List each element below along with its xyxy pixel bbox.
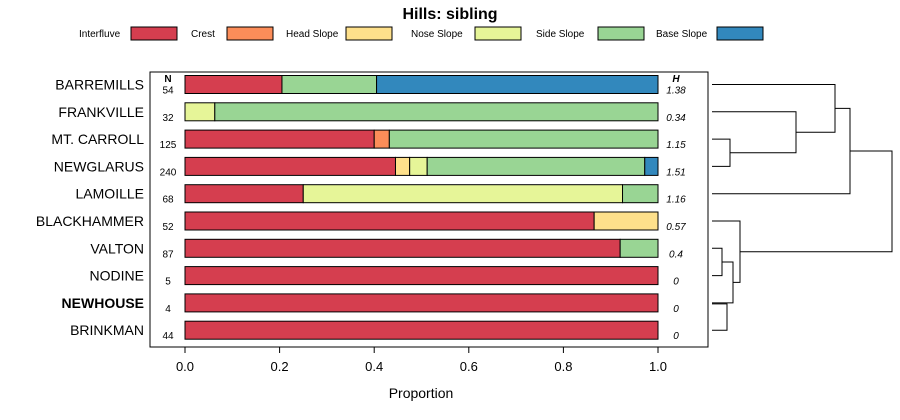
n-value: 54 — [162, 86, 174, 97]
row-label: NEWGLARUS — [54, 158, 144, 174]
bar-segment — [426, 156, 646, 176]
legend-swatch — [226, 26, 274, 41]
x-tick-label: 0.8 — [554, 359, 572, 374]
bar-row: NODINE 5 0 — [90, 266, 679, 288]
bar-segment — [409, 156, 428, 176]
dendrogram-link — [712, 84, 836, 133]
bar-row: BLACKHAMMER 52 0.57 — [36, 211, 686, 233]
dendrogram-link — [712, 111, 797, 154]
plot-frame — [149, 71, 709, 348]
bar-row: NEWHOUSE 4 0 — [62, 293, 679, 315]
legend-label: Base Slope — [656, 29, 708, 40]
bar-segment — [184, 75, 283, 94]
x-tick-label: 0.6 — [460, 359, 478, 374]
h-column-header: H — [672, 74, 680, 85]
bar-segment — [184, 293, 659, 313]
bar-segment — [593, 211, 659, 231]
legend-label: Side Slope — [536, 29, 585, 40]
bar-segment — [184, 156, 396, 176]
h-value: 0 — [673, 304, 679, 315]
legend-label: Nose Slope — [411, 29, 463, 40]
bar-segment — [184, 102, 216, 122]
bar-segment — [644, 156, 659, 176]
n-value: 68 — [162, 195, 174, 206]
bar-row: FRANKVILLE 32 0.34 — [58, 102, 686, 124]
bar-segment — [184, 320, 659, 340]
legend-swatch — [716, 26, 764, 41]
legend-label: Crest — [191, 29, 215, 40]
row-label: BARREMILLS — [55, 77, 144, 93]
h-value: 0.57 — [666, 222, 686, 233]
row-label: LAMOILLE — [76, 186, 144, 202]
legend-swatch — [345, 26, 393, 41]
x-axis: 0.0 0.2 0.4 0.6 0.8 1.0 — [176, 347, 667, 374]
bar-segment — [214, 102, 659, 122]
bar-row: MT. CARROLL 125 1.15 — [51, 129, 686, 151]
n-value: 5 — [165, 277, 171, 288]
bar-segment — [376, 75, 659, 94]
bar-segment — [302, 184, 624, 204]
h-value: 0 — [673, 277, 679, 288]
row-label: FRANKVILLE — [58, 104, 144, 120]
bar-segment — [184, 266, 659, 286]
bar-segment — [184, 129, 375, 149]
chart-title: Hills: sibling — [402, 6, 497, 23]
h-value: 1.51 — [666, 167, 685, 178]
bar-segment — [281, 75, 378, 94]
n-value: 240 — [160, 167, 177, 178]
x-tick-label: 0.4 — [365, 359, 383, 374]
dendrogram-link — [712, 247, 723, 277]
n-column-header: N — [164, 74, 171, 85]
bar-segment — [184, 238, 621, 258]
dendrogram-link — [712, 220, 741, 283]
row-label: BLACKHAMMER — [36, 213, 144, 229]
dendrogram-link — [740, 150, 893, 253]
x-axis-title: Proportion — [389, 385, 454, 401]
bar-segment — [184, 211, 595, 231]
row-label: BRINKMAN — [70, 322, 144, 338]
bar-row: BARREMILLS 54 1.38 — [55, 75, 686, 97]
legend-swatch — [130, 26, 178, 41]
legend-swatch — [474, 26, 522, 41]
bar-segment — [373, 129, 390, 149]
bar-segment — [184, 184, 304, 204]
dendrogram-link — [712, 303, 728, 331]
n-value: 125 — [160, 140, 177, 151]
bar-row: LAMOILLE 68 1.16 — [76, 184, 686, 206]
n-value: 44 — [162, 331, 174, 342]
dendrogram-link — [712, 138, 731, 167]
legend: Interfluve Crest Head Slope Nose Slope Side … — [79, 26, 764, 41]
row-label: MT. CARROLL — [51, 131, 144, 147]
n-value: 52 — [162, 222, 174, 233]
legend-label: Head Slope — [286, 29, 339, 40]
x-tick-label: 1.0 — [649, 359, 667, 374]
n-value: 32 — [162, 113, 174, 124]
legend-swatch — [597, 26, 645, 41]
h-value: 0 — [673, 331, 679, 342]
h-value: 0.4 — [669, 249, 683, 260]
bar-row: NEWGLARUS 240 1.51 — [54, 156, 686, 178]
bar-segment — [388, 129, 659, 149]
h-value: 1.15 — [666, 140, 686, 151]
bar-row: VALTON 87 0.4 — [90, 238, 683, 260]
bar-segment — [619, 238, 659, 258]
x-tick-label: 0.0 — [176, 359, 194, 374]
dendrogram — [712, 84, 893, 331]
h-value: 1.38 — [666, 86, 686, 97]
n-value: 87 — [162, 249, 174, 260]
legend-label: Interfluve — [79, 29, 121, 40]
h-value: 0.34 — [666, 113, 686, 124]
bar-segment — [394, 156, 411, 176]
x-tick-label: 0.2 — [271, 359, 289, 374]
h-value: 1.16 — [666, 195, 686, 206]
bar-segment — [622, 184, 659, 204]
row-label: NODINE — [90, 268, 144, 284]
row-label: NEWHOUSE — [62, 295, 144, 311]
bar-row: BRINKMAN 44 0 — [70, 320, 679, 342]
dendrogram-link — [712, 107, 851, 195]
n-value: 4 — [165, 304, 171, 315]
row-label: VALTON — [90, 240, 144, 256]
